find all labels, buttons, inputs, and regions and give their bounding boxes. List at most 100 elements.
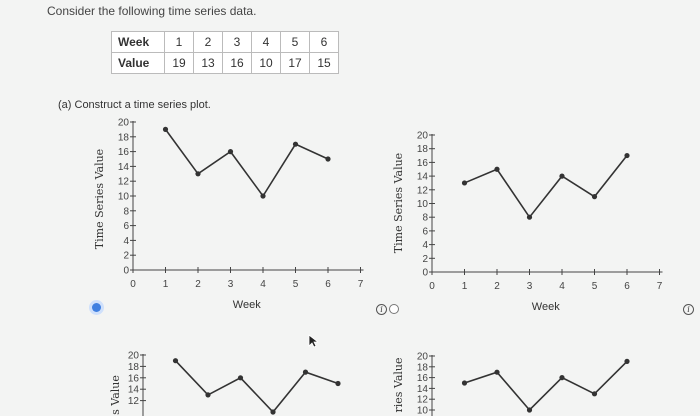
y-tick-label: 8	[123, 206, 129, 217]
x-axis-label: Week	[532, 301, 560, 313]
info-icon[interactable]: i	[376, 304, 387, 315]
y-tick-label: 18	[417, 144, 429, 155]
table-cell: 15	[309, 52, 339, 74]
table-cell: 19	[164, 52, 194, 74]
data-point	[559, 375, 565, 381]
x-tick-label: 0	[130, 279, 136, 290]
y-tick-label: 2	[422, 254, 428, 265]
data-point	[494, 166, 500, 172]
data-point	[270, 409, 276, 415]
y-tick-label: 6	[422, 226, 428, 237]
y-tick-label: 18	[417, 362, 429, 373]
x-tick-label: 4	[260, 279, 266, 290]
data-point	[624, 358, 630, 364]
x-tick-label: 3	[527, 281, 533, 292]
y-tick-label: 6	[123, 221, 129, 232]
x-tick-label: 2	[494, 281, 500, 292]
y-tick-label: 16	[118, 147, 130, 158]
y-axis-label: s Value	[109, 375, 122, 415]
part-a-label: (a) Construct a time series plot.	[58, 99, 211, 111]
x-tick-label: 0	[429, 281, 435, 292]
x-tick-label: 6	[624, 281, 630, 292]
data-point	[461, 180, 468, 186]
value-header: Value	[111, 52, 165, 74]
y-tick-label: 14	[128, 385, 140, 396]
y-tick-label: 10	[417, 199, 429, 210]
data-point	[205, 392, 211, 398]
data-point	[195, 171, 201, 177]
data-point	[494, 369, 500, 375]
x-tick-label: 6	[325, 279, 331, 290]
y-tick-label: 0	[123, 266, 129, 277]
y-tick-label: 18	[128, 362, 140, 373]
data-point	[237, 375, 244, 381]
y-axis-label: Time Series Value	[93, 149, 106, 249]
x-tick-label: 1	[163, 279, 169, 290]
y-tick-label: 14	[417, 384, 429, 395]
y-tick-label: 20	[118, 118, 130, 129]
series-line	[464, 360, 628, 412]
y-tick-label: 16	[128, 373, 140, 384]
series-line	[164, 128, 329, 198]
series-line	[464, 155, 628, 219]
data-point	[227, 149, 234, 155]
x-tick-label: 4	[559, 281, 565, 292]
data-point	[172, 358, 179, 364]
y-axis-label: Time Series Value	[392, 153, 405, 253]
y-axis-label: ries Value	[392, 357, 405, 412]
y-tick-label: 16	[417, 158, 429, 169]
y-tick-label: 8	[422, 213, 428, 224]
table-row: Value 19 13 16 10 17 15	[111, 52, 339, 74]
y-tick-label: 20	[417, 131, 429, 142]
y-tick-label: 12	[417, 185, 429, 196]
data-point	[302, 369, 309, 375]
option-b-radio[interactable]	[389, 304, 399, 314]
y-tick-label: 12	[128, 396, 140, 407]
y-tick-label: 18	[118, 132, 130, 143]
info-icon[interactable]: i	[683, 304, 694, 315]
y-tick-label: 4	[422, 240, 428, 251]
data-point	[162, 126, 169, 132]
x-tick-label: 2	[195, 279, 201, 290]
y-tick-label: 0	[422, 268, 428, 279]
data-point	[591, 194, 598, 200]
data-point	[335, 380, 341, 387]
table-cell: 16	[222, 52, 252, 74]
option-a-radio[interactable]	[92, 303, 101, 312]
data-point	[260, 193, 266, 199]
y-tick-label: 14	[118, 162, 130, 173]
y-tick-label: 10	[417, 406, 429, 416]
y-tick-label: 16	[417, 373, 429, 384]
data-table: Week 1 2 3 4 5 6 Value 19 13 16 10 17 15	[111, 31, 339, 74]
x-tick-label: 5	[592, 281, 598, 292]
data-point	[591, 391, 598, 397]
data-point	[526, 214, 533, 220]
x-tick-label: 7	[657, 281, 663, 292]
y-tick-label: 12	[417, 395, 429, 406]
table-row: Week 1 2 3 4 5 6	[111, 31, 339, 53]
y-tick-label: 20	[128, 351, 140, 362]
data-point	[325, 156, 331, 162]
x-tick-label: 5	[293, 279, 299, 290]
data-point	[559, 173, 565, 179]
table-cell: 10	[251, 52, 281, 74]
y-tick-label: 4	[123, 236, 129, 247]
series-line	[174, 360, 339, 414]
table-cell: 17	[280, 52, 310, 74]
y-tick-label: 14	[417, 172, 429, 183]
question-text: Consider the following time series data.	[47, 4, 257, 18]
data-point	[292, 141, 299, 147]
mouse-cursor-icon	[308, 334, 318, 348]
data-point	[526, 407, 533, 413]
x-axis-label: Week	[233, 299, 261, 311]
x-tick-label: 1	[462, 281, 468, 292]
x-tick-label: 7	[358, 279, 364, 290]
y-tick-label: 10	[118, 192, 130, 203]
y-tick-label: 20	[417, 352, 429, 363]
data-point	[624, 152, 630, 159]
y-tick-label: 2	[123, 251, 129, 262]
y-tick-label: 12	[118, 177, 130, 188]
data-point	[461, 380, 468, 386]
x-tick-label: 3	[228, 279, 234, 290]
